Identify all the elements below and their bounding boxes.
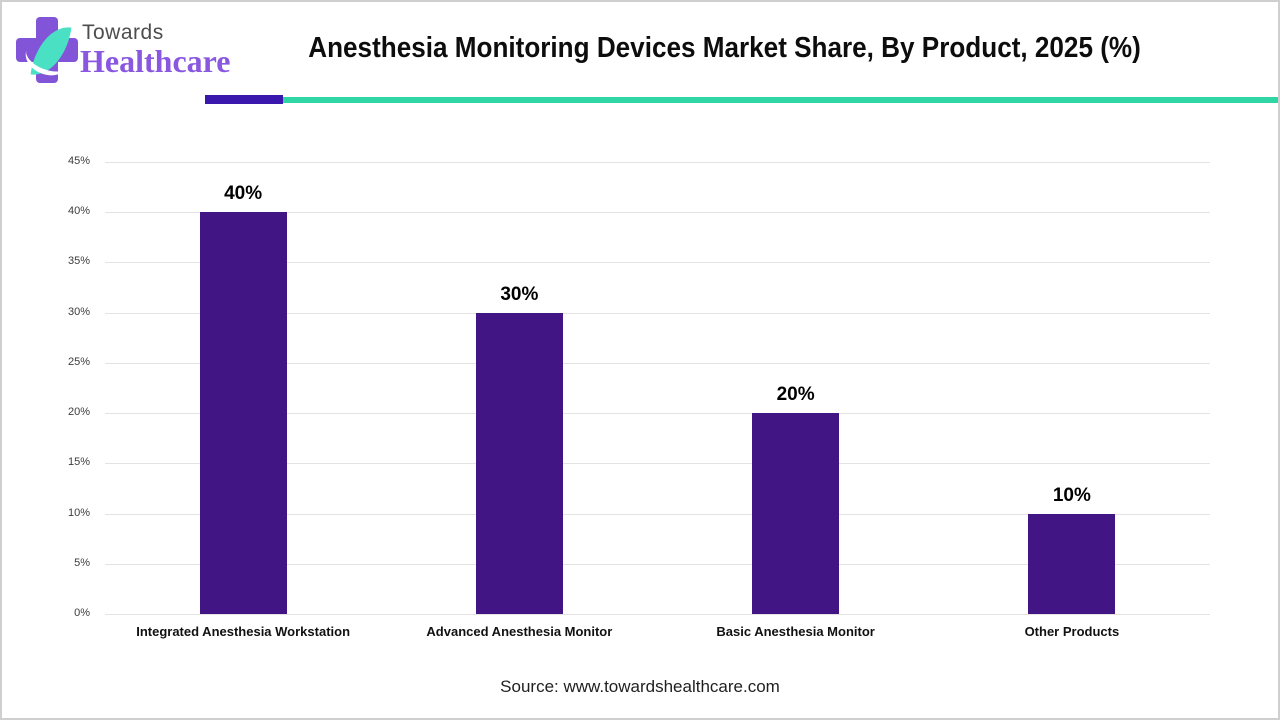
chart-title: Anesthesia Monitoring Devices Market Sha…	[172, 32, 1278, 65]
y-axis-tick-label: 15%	[67, 456, 90, 469]
medical-cross-icon	[16, 17, 78, 83]
source-text: Source: www.towardshealthcare.com	[500, 677, 780, 696]
y-axis-tick-label: 45%	[67, 155, 90, 167]
x-axis-category-label: Other Products	[1024, 624, 1120, 639]
bar-value-label: 10%	[1052, 484, 1091, 506]
bar-2	[475, 312, 563, 614]
x-axis-category-label: Integrated Anesthesia Workstation	[136, 624, 351, 639]
y-axis-tick-label: 30%	[67, 305, 90, 318]
y-axis-tick-label: 20%	[67, 406, 90, 419]
bar-value-label: 30%	[500, 283, 539, 305]
bar-3	[752, 413, 840, 614]
gridline	[105, 212, 1210, 214]
y-axis-tick-label: 5%	[74, 556, 90, 569]
x-axis-category-label: Basic Anesthesia Monitor	[716, 624, 875, 639]
bar-value-label: 40%	[224, 183, 263, 205]
logo-text-healthcare: Healthcare	[80, 43, 231, 79]
y-axis-tick-label: 40%	[67, 205, 90, 218]
y-axis-tick-label: 10%	[67, 506, 90, 519]
gridline	[105, 463, 1210, 465]
chart-title-text: Anesthesia Monitoring Devices Market Sha…	[308, 32, 1142, 64]
gridline	[105, 563, 1210, 565]
gridline	[105, 362, 1210, 364]
gridline	[105, 513, 1210, 515]
divider-teal-line	[283, 97, 1278, 103]
gridline	[105, 413, 1210, 415]
bar-4	[1028, 513, 1116, 614]
x-axis-category-label: Advanced Anesthesia Monitor	[426, 624, 613, 639]
y-axis-tick-label: 0%	[74, 607, 90, 619]
plot-area: 0% 5% 10% 15% 20% 25% 30% 35% 40% 45% 40% 30% 20% 10%	[68, 155, 1210, 619]
category-axis: Integrated Anesthesia Workstation Advance…	[105, 624, 1210, 644]
gridline	[105, 262, 1210, 264]
y-axis-tick-label: 35%	[67, 255, 90, 268]
logo-text-towards: Towards	[82, 21, 164, 44]
y-axis-tick-label: 25%	[67, 355, 90, 368]
bar-value-label: 20%	[776, 384, 815, 406]
gridline	[105, 614, 1210, 615]
towards-healthcare-logo: Towards Healthcare	[16, 15, 236, 90]
divider-purple-segment	[205, 95, 283, 104]
bar-1	[199, 212, 287, 614]
gridline	[105, 162, 1210, 163]
gridline	[105, 312, 1210, 314]
